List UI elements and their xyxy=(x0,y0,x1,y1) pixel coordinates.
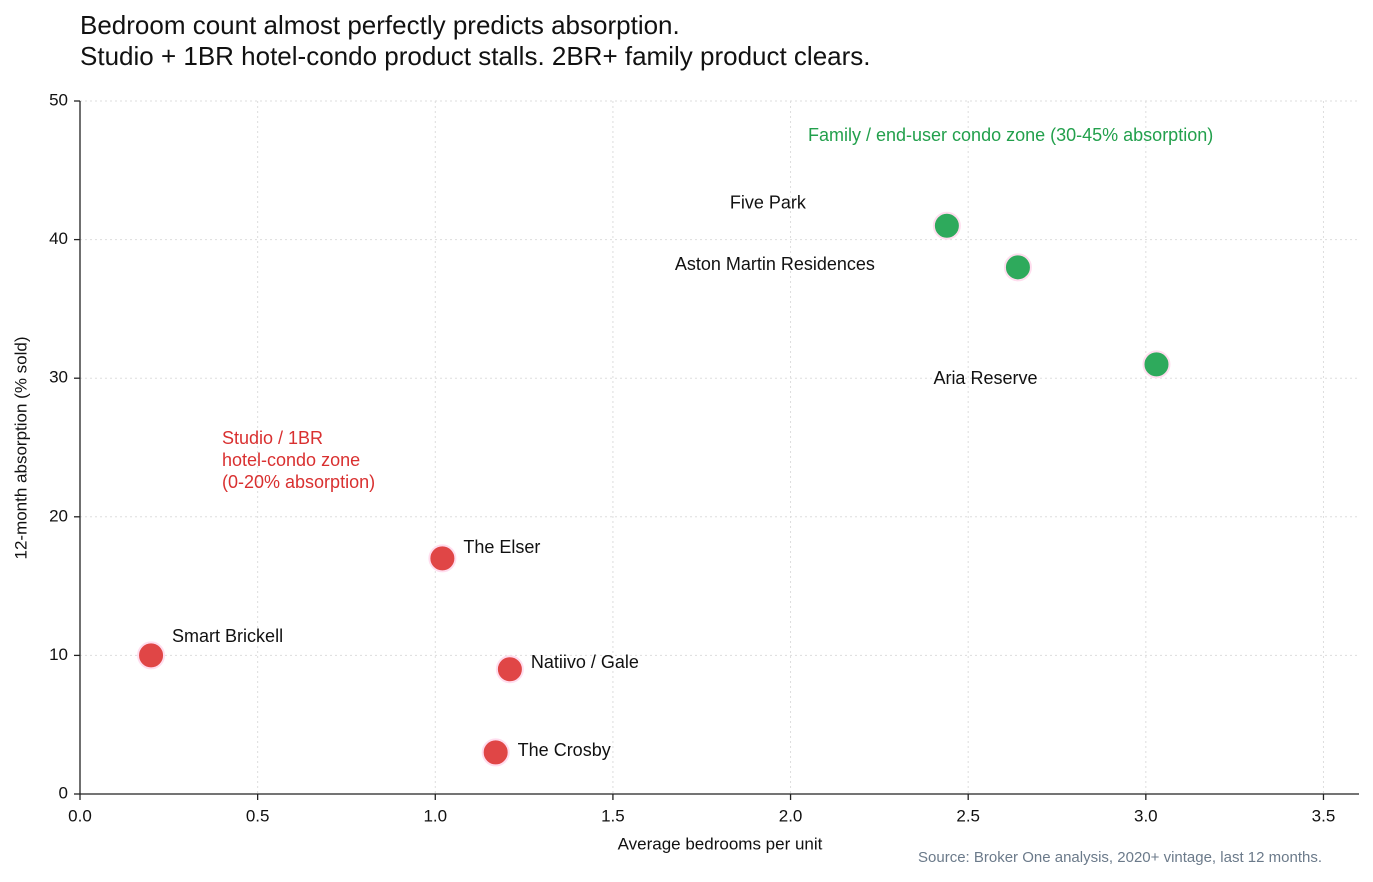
data-point xyxy=(495,655,524,684)
x-tick-label: 2.0 xyxy=(779,806,803,825)
y-tick-label: 10 xyxy=(49,645,68,664)
data-point xyxy=(428,544,457,573)
y-tick-label: 30 xyxy=(49,368,68,387)
x-axis-label: Average bedrooms per unit xyxy=(618,834,823,853)
point-label: Aston Martin Residences xyxy=(675,254,875,274)
point-label: The Elser xyxy=(463,537,540,557)
x-tick-label: 1.0 xyxy=(423,806,447,825)
point-label: Aria Reserve xyxy=(933,368,1037,388)
x-tick-label: 2.5 xyxy=(956,806,980,825)
zone-annotation: Studio / 1BR xyxy=(222,428,323,448)
x-tick-label: 3.5 xyxy=(1312,806,1336,825)
point-label: The Crosby xyxy=(518,740,611,760)
chart-title: Bedroom count almost perfectly predicts … xyxy=(80,10,680,40)
zone-annotation: Family / end-user condo zone (30-45% abs… xyxy=(808,125,1213,145)
data-point xyxy=(1003,253,1032,282)
x-tick-label: 0.0 xyxy=(68,806,92,825)
data-point xyxy=(481,738,510,767)
point-label: Smart Brickell xyxy=(172,626,283,646)
y-axis-label: 12-month absorption (% sold) xyxy=(11,336,30,559)
y-tick-label: 20 xyxy=(49,506,68,525)
chart-subtitle: Studio + 1BR hotel-condo product stalls.… xyxy=(80,41,871,71)
x-tick-label: 3.0 xyxy=(1134,806,1158,825)
zone-annotation: hotel-condo zone xyxy=(222,450,360,470)
x-tick-label: 0.5 xyxy=(246,806,270,825)
data-point xyxy=(932,211,961,240)
y-tick-label: 0 xyxy=(59,783,68,802)
data-point xyxy=(1142,350,1171,379)
y-tick-label: 40 xyxy=(49,229,68,248)
point-label: Five Park xyxy=(730,192,807,212)
point-label: Natiivo / Gale xyxy=(531,652,639,672)
y-tick-label: 50 xyxy=(49,90,68,109)
source-note: Source: Broker One analysis, 2020+ vinta… xyxy=(918,849,1322,866)
zone-annotation: (0-20% absorption) xyxy=(222,472,375,492)
x-tick-label: 1.5 xyxy=(601,806,625,825)
data-point xyxy=(137,641,166,670)
